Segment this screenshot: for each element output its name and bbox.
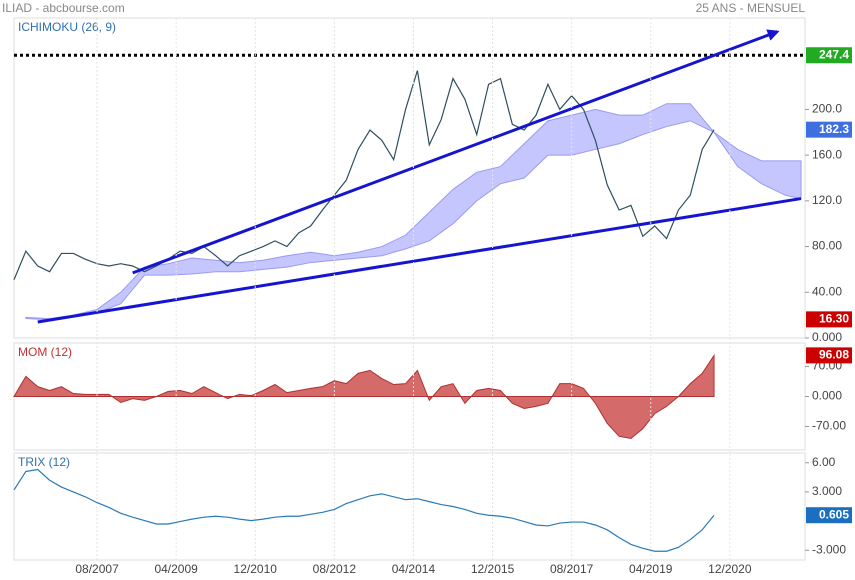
trend-line <box>37 197 802 324</box>
line <box>13 468 715 552</box>
x-tick-label: 04/2014 <box>392 562 436 576</box>
y-tick-label: 80.00 <box>812 239 842 253</box>
panel-title: TRIX (12) <box>18 455 70 469</box>
value-tag <box>806 311 852 328</box>
y-tick-label: -70.00 <box>812 419 846 433</box>
value-tag <box>806 347 852 364</box>
trend-line <box>132 29 780 275</box>
x-tick-label: 08/2007 <box>75 562 119 576</box>
x-tick-label: 08/2012 <box>313 562 357 576</box>
value-tag <box>806 507 852 524</box>
x-tick-label: 08/2017 <box>550 562 594 576</box>
y-tick-label: 3.000 <box>812 484 842 498</box>
y-tick-label: 0.000 <box>812 330 842 344</box>
value-tag-label: 16.30 <box>819 312 849 326</box>
x-tick-label: 12/2020 <box>708 562 752 576</box>
value-tag-label: 0.605 <box>819 507 849 521</box>
panel <box>13 452 806 561</box>
value-tag <box>806 47 852 64</box>
value-tag <box>806 121 852 138</box>
x-tick-label: 04/2019 <box>629 562 673 576</box>
value-tag-label: 182.3 <box>819 122 849 136</box>
panel-title: MOM (12) <box>18 345 72 359</box>
panel-title: ICHIMOKU (26, 9) <box>18 20 116 34</box>
y-tick-label: 200.0 <box>812 102 842 116</box>
panel <box>13 17 806 339</box>
value-tag-label: 96.08 <box>819 348 849 362</box>
y-tick-label: -3.000 <box>812 542 846 556</box>
y-tick-label: 120.0 <box>812 193 842 207</box>
y-tick-label: 6.00 <box>812 455 836 469</box>
y-tick-label: 160.0 <box>812 147 842 161</box>
value-tag-label: 247.4 <box>819 47 849 61</box>
line <box>13 70 715 280</box>
x-tick-label: 12/2015 <box>471 562 515 576</box>
area <box>13 353 715 439</box>
period: 25 ANS - MENSUEL <box>696 1 806 15</box>
y-tick-label: 40.00 <box>812 284 842 298</box>
x-tick-label: 04/2009 <box>154 562 198 576</box>
x-tick-label: 12/2010 <box>234 562 278 576</box>
y-tick-label: 0.000 <box>812 389 842 403</box>
source: ILIAD - abcbourse.com <box>2 1 125 15</box>
